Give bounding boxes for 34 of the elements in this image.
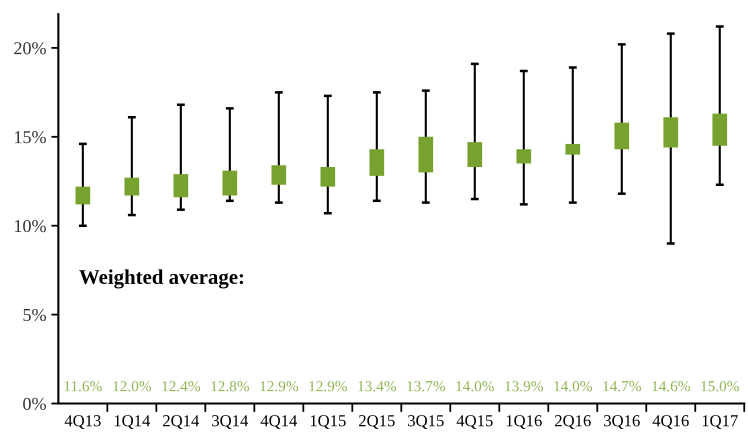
annotation: 14.6% [652,381,690,392]
annotation: 12.9% [309,381,348,392]
x-tick-label: 2Q14 [163,415,200,429]
y-tick-label: 20% [14,42,46,54]
x-tick-label: 4Q15 [456,415,493,429]
x-tick-label: 2Q16 [554,415,591,429]
x-tick-label: 4Q13 [64,415,101,429]
annotation: 14.0% [554,381,592,392]
annotation: 15.0% [701,381,739,392]
x-tick-label: 1Q14 [114,415,150,429]
x-tick-label: 3Q14 [212,415,248,429]
y-tick-label: 5% [24,308,46,322]
x-tick-label: 3Q16 [604,415,640,429]
annotation: 12.4% [162,381,200,392]
x-tick-label: 1Q15 [310,415,346,429]
annotation: 13.9% [505,381,543,392]
annotation: 12.8% [211,381,250,392]
x-tick-label: 1Q16 [506,415,542,429]
annotation: 11.6% [64,381,102,392]
annotation: 12.0% [113,381,152,392]
x-tick-label: 4Q16 [652,415,689,429]
x-tick-label: 4Q14 [260,415,298,429]
x-tick-label: 2Q15 [359,415,395,429]
y-tick-label: 0% [23,398,46,410]
annotation: 13.4% [358,381,396,392]
y-tick-label: 10% [15,220,46,232]
x-tick-label: 1Q17 [702,415,738,429]
annotation: 14.0% [456,381,494,392]
annotation: 12.9% [260,381,298,392]
x-tick-label: 3Q15 [408,415,444,429]
annotation: Weighted average: [79,269,244,288]
y-tick-label: 15% [15,131,46,144]
annotation: 13.7% [407,381,446,392]
annotation: 14.7% [603,381,641,392]
